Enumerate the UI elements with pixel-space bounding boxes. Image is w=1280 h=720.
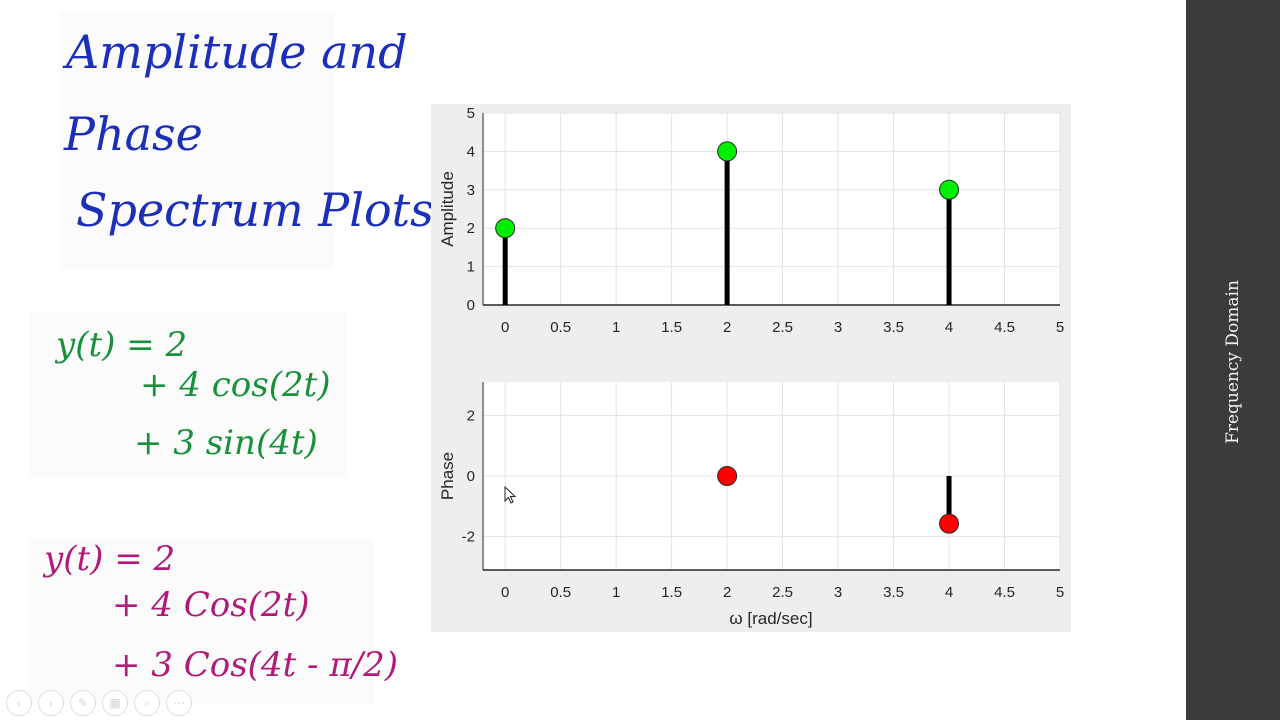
- equation-pink-line-2: + 4 Cos(2t): [112, 585, 310, 625]
- x-tick-label: 0.5: [550, 584, 571, 601]
- stem-marker: [495, 218, 516, 239]
- sidebar-title: Frequency Domain: [1223, 280, 1243, 444]
- y-tick-label: 5: [467, 105, 475, 122]
- y-tick-label: 2: [467, 407, 475, 424]
- prev-icon[interactable]: ‹: [6, 690, 32, 716]
- y-tick-label: 2: [467, 220, 475, 237]
- x-tick-label: 3.5: [883, 319, 904, 336]
- slides-icon[interactable]: ▦: [102, 690, 128, 716]
- equation-pink-line-3: + 3 Cos(4t - π/2): [112, 645, 399, 685]
- x-tick-label: 3.5: [883, 584, 904, 601]
- x-tick-label: 0: [501, 319, 509, 336]
- x-tick-label: 0: [501, 584, 509, 601]
- stem-marker: [717, 141, 738, 162]
- x-tick-label: 3: [834, 584, 842, 601]
- y-tick-label: 0: [467, 468, 475, 485]
- y-tick-label: 1: [467, 259, 475, 276]
- x-tick-label: 4: [945, 584, 953, 601]
- x-tick-label: 1.5: [661, 584, 682, 601]
- mouse-cursor-icon: [504, 486, 517, 504]
- x-tick-label: 2.5: [772, 319, 793, 336]
- x-axis-label: ω [rad/sec]: [729, 609, 812, 628]
- equation-pink: y(t) = 2 + 4 Cos(2t) + 3 Cos(4t - π/2): [28, 538, 398, 704]
- sidebar: Frequency Domain: [1186, 0, 1280, 720]
- x-tick-label: 4.5: [994, 319, 1015, 336]
- x-tick-label: 1: [612, 319, 620, 336]
- x-tick-label: 5: [1056, 584, 1064, 601]
- y-tick-label: 4: [467, 143, 475, 160]
- title-line-3: Spectrum Plots: [76, 183, 434, 237]
- equation-green-line-1: y(t) = 2: [56, 325, 188, 365]
- stem-marker: [939, 179, 960, 200]
- equation-green-line-3: + 3 sin(4t): [134, 423, 318, 463]
- slide-controls: ‹ › ✎ ▦ ⌕ ⋯: [6, 690, 192, 716]
- y-tick-label: 3: [467, 182, 475, 199]
- x-tick-label: 4: [945, 319, 953, 336]
- y-axis-label: Phase: [438, 452, 457, 500]
- y-tick-label: 0: [467, 297, 475, 314]
- y-tick-label: -2: [462, 529, 475, 546]
- plot-area-1: [483, 113, 1060, 305]
- stem-marker: [717, 466, 738, 486]
- equation-green-line-2: + 4 cos(2t): [140, 365, 331, 405]
- spectrum-plots: 0 0.5 1 1.5 2 2.5 3 3.5 4 4.5 5 0 1 2 3 4 5 Amplitude 0 0.5…: [438, 105, 1064, 628]
- y-axis-label: Amplitude: [438, 171, 457, 247]
- x-tick-label: 2: [723, 584, 731, 601]
- x-tick-label: 2.5: [772, 584, 793, 601]
- x-tick-label: 5: [1056, 319, 1064, 336]
- equation-pink-line-1: y(t) = 2: [44, 539, 176, 579]
- next-icon[interactable]: ›: [38, 690, 64, 716]
- stem-marker: [939, 513, 960, 534]
- title-line-1: Amplitude and: [66, 25, 408, 79]
- x-tick-label: 3: [834, 319, 842, 336]
- equation-green: y(t) = 2 + 4 cos(2t) + 3 sin(4t): [30, 312, 346, 478]
- x-tick-label: 1: [612, 584, 620, 601]
- zoom-icon[interactable]: ⌕: [134, 690, 160, 716]
- pen-icon[interactable]: ✎: [70, 690, 96, 716]
- x-tick-label: 1.5: [661, 319, 682, 336]
- x-tick-label: 0.5: [550, 319, 571, 336]
- spectrum-figure: 0 0.5 1 1.5 2 2.5 3 3.5 4 4.5 5 0 1 2 3 4 5 Amplitude 0 0.5…: [431, 104, 1071, 632]
- title-note: Amplitude and Phase Spectrum Plots: [60, 12, 434, 270]
- x-tick-label: 4.5: [994, 584, 1015, 601]
- more-icon[interactable]: ⋯: [166, 690, 192, 716]
- x-tick-label: 2: [723, 319, 731, 336]
- title-line-2: Phase: [64, 107, 203, 161]
